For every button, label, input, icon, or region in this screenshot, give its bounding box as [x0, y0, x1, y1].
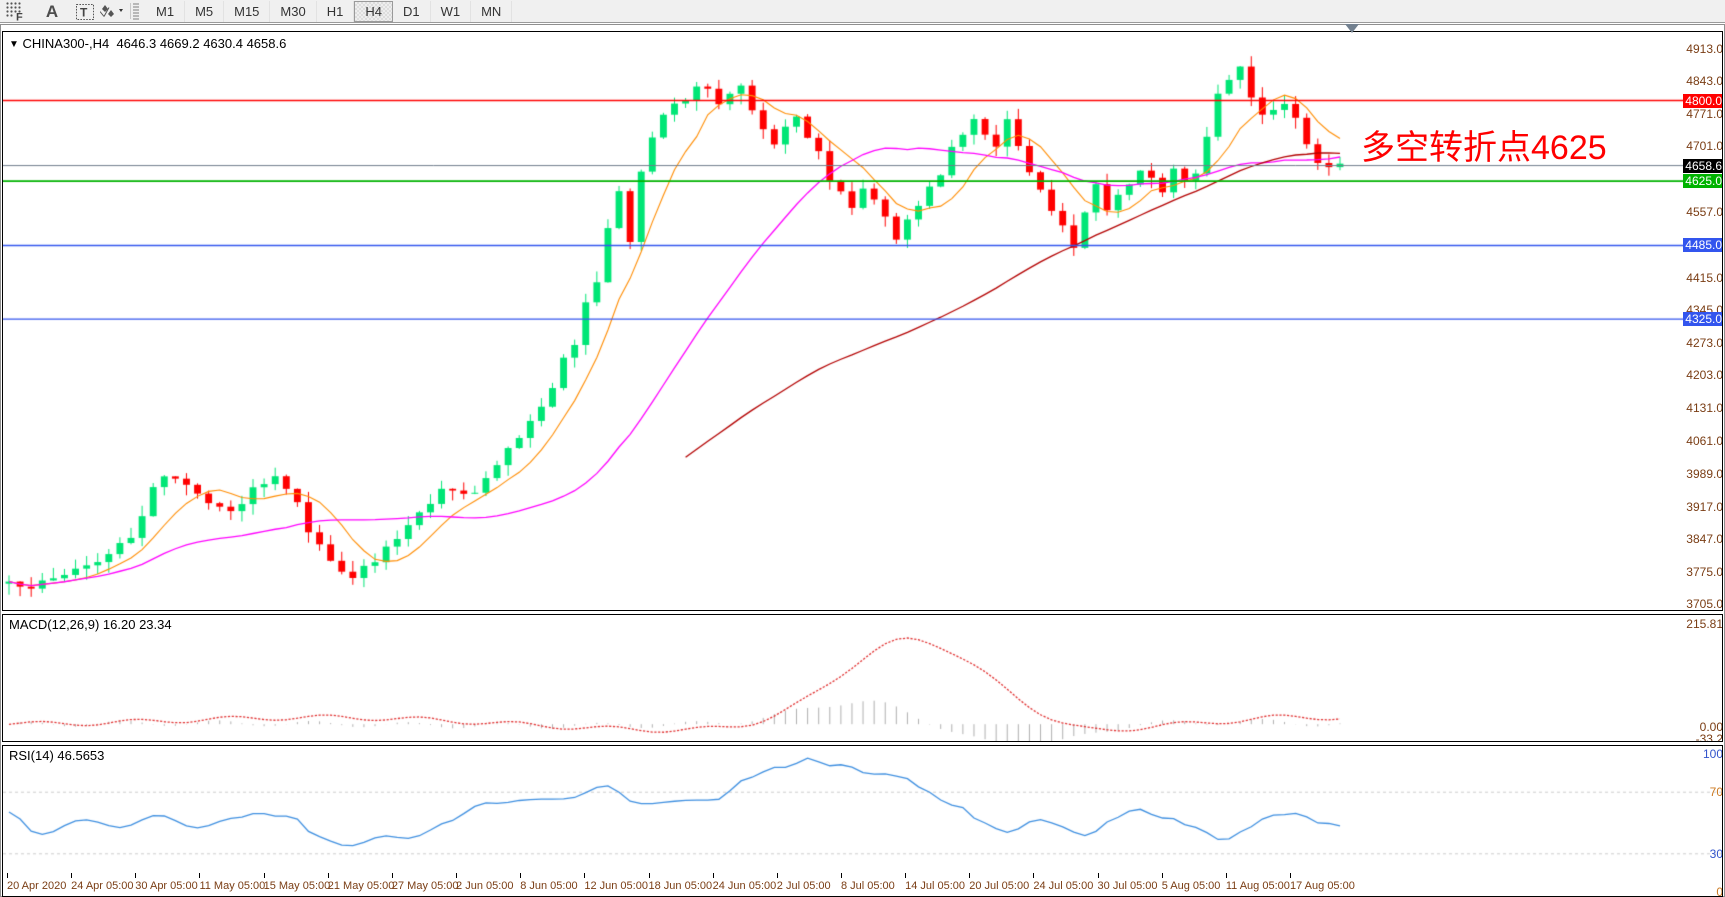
svg-text:F: F	[16, 12, 23, 22]
svg-text:T: T	[80, 6, 88, 20]
